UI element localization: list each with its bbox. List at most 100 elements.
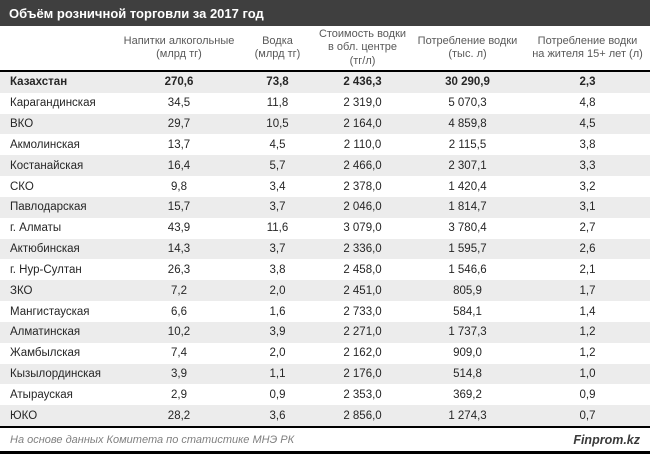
value-cell: 2 856,0: [343, 409, 382, 422]
title-bar: Объём розничной торговли за 2017 год: [0, 0, 650, 26]
value-cell: 2 319,0: [343, 97, 382, 110]
column-header: Потребление водки (тыс. л): [417, 34, 518, 61]
value-cell: 2 115,5: [448, 138, 487, 151]
value-cell: 2 466,0: [343, 159, 382, 172]
value-cell: 16,4: [167, 159, 191, 172]
value-cell: 584,1: [453, 305, 482, 318]
value-cell: 2 353,0: [343, 388, 382, 401]
value-cell: 15,7: [167, 201, 191, 214]
value-cell: 13,7: [167, 138, 191, 151]
value-cell: 805,9: [453, 284, 482, 297]
value-cell: 2,0: [269, 284, 286, 297]
value-cell: 28,2: [167, 409, 191, 422]
value-cell: 1,0: [579, 368, 596, 380]
table-row: Казахстан 270,6 73,8 2 436,3 30 290,9 2,3: [0, 72, 650, 93]
value-cell: 3,7: [269, 201, 286, 214]
value-cell: 0,9: [579, 388, 596, 401]
value-cell: 3,9: [269, 326, 286, 339]
value-cell: 1 737,3: [448, 326, 487, 339]
value-cell: 3,9: [171, 368, 187, 380]
value-cell: 1,4: [579, 305, 596, 318]
table-row: ВКО 29,7 10,5 2 164,0 4 859,8 4,5: [0, 113, 650, 135]
table-header-row: Напитки алкогольные (млрд тг) Водка (млрд…: [0, 26, 650, 72]
value-cell: 3,3: [579, 159, 596, 172]
region-cell: ВКО: [10, 118, 34, 131]
table-row: СКО 9,8 3,4 2 378,0 1 420,4 3,2: [0, 176, 650, 197]
value-cell: 1 546,6: [448, 263, 487, 276]
region-cell: Карагандинская: [10, 97, 96, 110]
value-cell: 1 814,7: [448, 201, 487, 214]
value-cell: 6,6: [171, 305, 187, 318]
value-cell: 3 780,4: [448, 222, 487, 235]
region-cell: Павлодарская: [10, 201, 87, 214]
region-cell: ЮКО: [10, 409, 38, 422]
column-header: Стоимость водки в обл. центре (тг/л): [318, 27, 407, 67]
value-cell: 34,5: [167, 97, 191, 110]
table-row: Акмолинская 13,7 4,5 2 110,0 2 115,5 3,8: [0, 134, 650, 156]
region-cell: Алматинская: [10, 326, 81, 339]
value-cell: 4,8: [579, 97, 596, 110]
value-cell: 1 274,3: [448, 409, 487, 422]
table-row: Алматинская 10,2 3,9 2 271,0 1 737,3 1,2: [0, 321, 650, 343]
region-cell: Казахстан: [10, 76, 68, 89]
value-cell: 3,4: [269, 180, 286, 193]
value-cell: 3,6: [269, 409, 286, 422]
region-cell: Акмолинская: [10, 138, 80, 151]
value-cell: 2 110,0: [343, 138, 382, 151]
value-cell: 2 271,0: [343, 326, 382, 339]
value-cell: 2 164,0: [343, 118, 382, 131]
value-cell: 514,8: [453, 368, 482, 380]
table-row: ЮКО 28,2 3,6 2 856,0 1 274,3 0,7: [0, 405, 650, 427]
value-cell: 0,9: [269, 388, 286, 401]
table-row: ЗКО 7,2 2,0 2 451,0 805,9 1,7: [0, 280, 650, 302]
value-cell: 2 336,0: [343, 243, 382, 256]
value-cell: 2 176,0: [343, 368, 382, 380]
table-row: Кызылординская 3,9 1,1 2 176,0 514,8 1,0: [0, 363, 650, 385]
table-row: г. Нур-Султан 26,3 3,8 2 458,0 1 546,6 2,1: [0, 259, 650, 281]
region-cell: Жамбылская: [10, 347, 81, 360]
value-cell: 1,6: [269, 305, 286, 318]
region-cell: ЗКО: [10, 284, 33, 297]
column-header: Водка (млрд тг): [254, 34, 301, 61]
value-cell: 2 451,0: [343, 284, 382, 297]
footer: На основе данных Комитета по статистике …: [0, 428, 650, 451]
value-cell: 26,3: [167, 263, 191, 276]
value-cell: 1,1: [269, 368, 286, 380]
value-cell: 11,6: [266, 222, 289, 235]
value-cell: 2 733,0: [343, 305, 382, 318]
value-cell: 2,6: [579, 243, 596, 256]
table-row: Атырауская 2,9 0,9 2 353,0 369,2 0,9: [0, 384, 650, 406]
value-cell: 3,2: [579, 180, 596, 193]
value-cell: 2,3: [579, 76, 596, 89]
region-cell: СКО: [10, 180, 34, 193]
value-cell: 3,1: [579, 201, 596, 214]
value-cell: 0,7: [579, 409, 596, 422]
value-cell: 14,3: [167, 243, 191, 256]
bottom-bar: [0, 451, 650, 454]
table-row: Мангистауская 6,6 1,6 2 733,0 584,1 1,4: [0, 301, 650, 322]
region-cell: Кызылординская: [10, 368, 102, 380]
value-cell: 73,8: [266, 76, 289, 89]
value-cell: 30 290,9: [445, 76, 490, 89]
value-cell: 2 378,0: [343, 180, 382, 193]
region-cell: г. Нур-Султан: [10, 263, 82, 276]
value-cell: 29,7: [167, 118, 191, 131]
value-cell: 2,9: [171, 388, 187, 401]
region-cell: Мангистауская: [10, 305, 90, 318]
value-cell: 9,8: [171, 180, 187, 193]
value-cell: 1 595,7: [448, 243, 487, 256]
table-row: Жамбылская 7,4 2,0 2 162,0 909,0 1,2: [0, 342, 650, 364]
value-cell: 11,8: [266, 97, 289, 110]
value-cell: 3,8: [269, 263, 286, 276]
value-cell: 2 046,0: [343, 201, 382, 214]
table-row: Актюбинская 14,3 3,7 2 336,0 1 595,7 2,6: [0, 238, 650, 260]
value-cell: 1,7: [579, 284, 596, 297]
value-cell: 1 420,4: [448, 180, 487, 193]
value-cell: 2 307,1: [448, 159, 487, 172]
value-cell: 2 458,0: [343, 263, 382, 276]
region-cell: Костанайская: [10, 159, 84, 172]
value-cell: 2 162,0: [343, 347, 382, 360]
value-cell: 270,6: [164, 76, 194, 89]
value-cell: 3,8: [579, 138, 596, 151]
